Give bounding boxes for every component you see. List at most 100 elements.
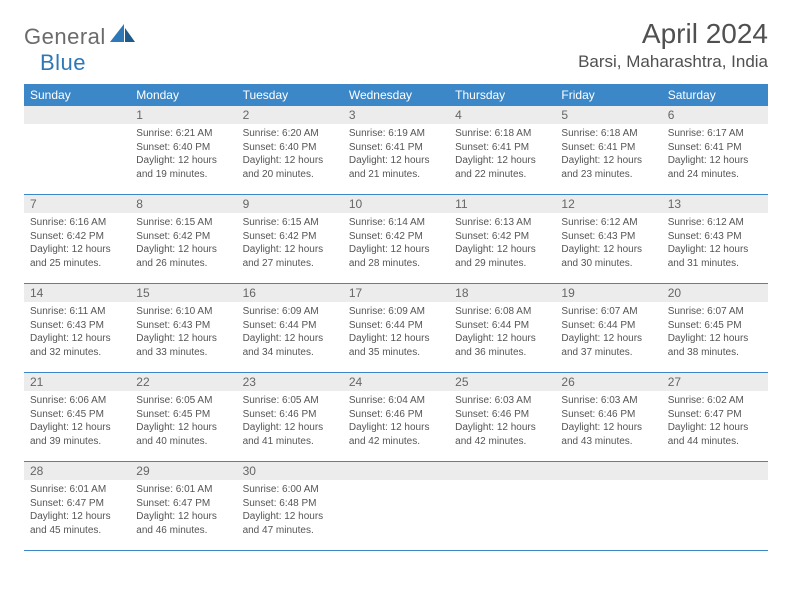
day-number: 2 — [237, 106, 343, 124]
day-number: 4 — [449, 106, 555, 124]
day-number: 8 — [130, 195, 236, 213]
day-number: 15 — [130, 284, 236, 302]
day-number: 18 — [449, 284, 555, 302]
weekday-header-cell: Sunday — [24, 84, 130, 106]
day-number: 17 — [343, 284, 449, 302]
day-cell: 9Sunrise: 6:15 AMSunset: 6:42 PMDaylight… — [237, 195, 343, 283]
weekday-header-cell: Monday — [130, 84, 236, 106]
day-details: Sunrise: 6:12 AMSunset: 6:43 PMDaylight:… — [662, 213, 768, 274]
day-number — [555, 462, 661, 480]
day-cell: 17Sunrise: 6:09 AMSunset: 6:44 PMDayligh… — [343, 284, 449, 372]
day-details: Sunrise: 6:15 AMSunset: 6:42 PMDaylight:… — [130, 213, 236, 274]
day-details: Sunrise: 6:18 AMSunset: 6:41 PMDaylight:… — [449, 124, 555, 185]
day-details: Sunrise: 6:07 AMSunset: 6:45 PMDaylight:… — [662, 302, 768, 363]
day-number: 23 — [237, 373, 343, 391]
day-details: Sunrise: 6:16 AMSunset: 6:42 PMDaylight:… — [24, 213, 130, 274]
day-cell: 26Sunrise: 6:03 AMSunset: 6:46 PMDayligh… — [555, 373, 661, 461]
day-number: 9 — [237, 195, 343, 213]
day-details: Sunrise: 6:13 AMSunset: 6:42 PMDaylight:… — [449, 213, 555, 274]
day-details: Sunrise: 6:01 AMSunset: 6:47 PMDaylight:… — [130, 480, 236, 541]
day-details: Sunrise: 6:18 AMSunset: 6:41 PMDaylight:… — [555, 124, 661, 185]
day-cell: 12Sunrise: 6:12 AMSunset: 6:43 PMDayligh… — [555, 195, 661, 283]
week-row: 1Sunrise: 6:21 AMSunset: 6:40 PMDaylight… — [24, 106, 768, 195]
day-number: 14 — [24, 284, 130, 302]
weekday-header-cell: Friday — [555, 84, 661, 106]
day-details: Sunrise: 6:11 AMSunset: 6:43 PMDaylight:… — [24, 302, 130, 363]
day-details: Sunrise: 6:06 AMSunset: 6:45 PMDaylight:… — [24, 391, 130, 452]
day-details: Sunrise: 6:19 AMSunset: 6:41 PMDaylight:… — [343, 124, 449, 185]
day-details — [555, 480, 661, 540]
day-details: Sunrise: 6:20 AMSunset: 6:40 PMDaylight:… — [237, 124, 343, 185]
day-number: 16 — [237, 284, 343, 302]
day-number — [662, 462, 768, 480]
location-text: Barsi, Maharashtra, India — [578, 52, 768, 72]
day-cell: 19Sunrise: 6:07 AMSunset: 6:44 PMDayligh… — [555, 284, 661, 372]
day-cell: 20Sunrise: 6:07 AMSunset: 6:45 PMDayligh… — [662, 284, 768, 372]
day-cell: 24Sunrise: 6:04 AMSunset: 6:46 PMDayligh… — [343, 373, 449, 461]
day-details: Sunrise: 6:21 AMSunset: 6:40 PMDaylight:… — [130, 124, 236, 185]
day-cell: 3Sunrise: 6:19 AMSunset: 6:41 PMDaylight… — [343, 106, 449, 194]
day-details: Sunrise: 6:03 AMSunset: 6:46 PMDaylight:… — [449, 391, 555, 452]
day-number — [24, 106, 130, 124]
day-number: 22 — [130, 373, 236, 391]
day-details — [24, 124, 130, 184]
title-block: April 2024 Barsi, Maharashtra, India — [578, 18, 768, 72]
day-cell: 11Sunrise: 6:13 AMSunset: 6:42 PMDayligh… — [449, 195, 555, 283]
day-cell: 30Sunrise: 6:00 AMSunset: 6:48 PMDayligh… — [237, 462, 343, 550]
day-number: 6 — [662, 106, 768, 124]
day-cell: 23Sunrise: 6:05 AMSunset: 6:46 PMDayligh… — [237, 373, 343, 461]
day-number: 10 — [343, 195, 449, 213]
day-details: Sunrise: 6:04 AMSunset: 6:46 PMDaylight:… — [343, 391, 449, 452]
day-details — [662, 480, 768, 540]
day-number: 27 — [662, 373, 768, 391]
day-details — [343, 480, 449, 540]
weekday-header-cell: Saturday — [662, 84, 768, 106]
day-details: Sunrise: 6:02 AMSunset: 6:47 PMDaylight:… — [662, 391, 768, 452]
empty-day-cell — [24, 106, 130, 194]
logo-text-blue: Blue — [40, 50, 86, 75]
day-cell: 15Sunrise: 6:10 AMSunset: 6:43 PMDayligh… — [130, 284, 236, 372]
weekday-header-cell: Wednesday — [343, 84, 449, 106]
logo-text-block: General Blue — [24, 24, 136, 76]
weeks-container: 1Sunrise: 6:21 AMSunset: 6:40 PMDaylight… — [24, 106, 768, 551]
day-cell: 21Sunrise: 6:06 AMSunset: 6:45 PMDayligh… — [24, 373, 130, 461]
day-number: 13 — [662, 195, 768, 213]
day-cell: 25Sunrise: 6:03 AMSunset: 6:46 PMDayligh… — [449, 373, 555, 461]
logo-text-general: General — [24, 24, 106, 49]
day-number — [343, 462, 449, 480]
day-details: Sunrise: 6:07 AMSunset: 6:44 PMDaylight:… — [555, 302, 661, 363]
day-details: Sunrise: 6:09 AMSunset: 6:44 PMDaylight:… — [237, 302, 343, 363]
day-details: Sunrise: 6:05 AMSunset: 6:45 PMDaylight:… — [130, 391, 236, 452]
day-cell: 1Sunrise: 6:21 AMSunset: 6:40 PMDaylight… — [130, 106, 236, 194]
empty-day-cell — [662, 462, 768, 550]
day-cell: 14Sunrise: 6:11 AMSunset: 6:43 PMDayligh… — [24, 284, 130, 372]
empty-day-cell — [555, 462, 661, 550]
day-details: Sunrise: 6:05 AMSunset: 6:46 PMDaylight:… — [237, 391, 343, 452]
day-number: 29 — [130, 462, 236, 480]
day-number: 11 — [449, 195, 555, 213]
day-number: 24 — [343, 373, 449, 391]
empty-day-cell — [343, 462, 449, 550]
sail-icon — [110, 24, 136, 49]
day-cell: 10Sunrise: 6:14 AMSunset: 6:42 PMDayligh… — [343, 195, 449, 283]
day-cell: 28Sunrise: 6:01 AMSunset: 6:47 PMDayligh… — [24, 462, 130, 550]
day-number: 1 — [130, 106, 236, 124]
day-details: Sunrise: 6:10 AMSunset: 6:43 PMDaylight:… — [130, 302, 236, 363]
day-number: 3 — [343, 106, 449, 124]
day-cell: 18Sunrise: 6:08 AMSunset: 6:44 PMDayligh… — [449, 284, 555, 372]
week-row: 28Sunrise: 6:01 AMSunset: 6:47 PMDayligh… — [24, 462, 768, 551]
day-number: 19 — [555, 284, 661, 302]
day-cell: 16Sunrise: 6:09 AMSunset: 6:44 PMDayligh… — [237, 284, 343, 372]
calendar-page: General Blue April 2024 Barsi, Maharasht… — [0, 0, 792, 569]
day-cell: 6Sunrise: 6:17 AMSunset: 6:41 PMDaylight… — [662, 106, 768, 194]
week-row: 14Sunrise: 6:11 AMSunset: 6:43 PMDayligh… — [24, 284, 768, 373]
day-cell: 2Sunrise: 6:20 AMSunset: 6:40 PMDaylight… — [237, 106, 343, 194]
week-row: 21Sunrise: 6:06 AMSunset: 6:45 PMDayligh… — [24, 373, 768, 462]
weekday-header-row: SundayMondayTuesdayWednesdayThursdayFrid… — [24, 84, 768, 106]
day-number: 21 — [24, 373, 130, 391]
header: General Blue April 2024 Barsi, Maharasht… — [24, 18, 768, 76]
day-cell: 5Sunrise: 6:18 AMSunset: 6:41 PMDaylight… — [555, 106, 661, 194]
logo: General Blue — [24, 18, 136, 76]
day-details: Sunrise: 6:12 AMSunset: 6:43 PMDaylight:… — [555, 213, 661, 274]
day-number: 12 — [555, 195, 661, 213]
